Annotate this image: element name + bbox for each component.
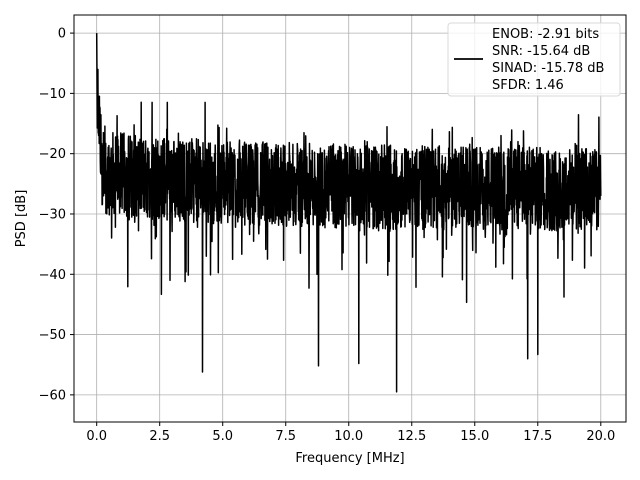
axes-frame [73, 14, 627, 423]
y-axis-label: PSD [dB] [14, 190, 29, 248]
y-tick-label: −40 [39, 268, 66, 283]
x-tick-label: 0.0 [86, 429, 107, 444]
legend-sfdr: SFDR: 1.46 [492, 78, 564, 93]
y-tick-label: −20 [39, 147, 66, 162]
y-tick-label: 0 [58, 27, 66, 42]
legend-box [447, 22, 621, 97]
legend-sinad: SINAD: -15.78 dB [492, 61, 604, 76]
x-tick-label: 2.5 [149, 429, 170, 444]
legend-enob: ENOB: -2.91 bits [492, 27, 599, 42]
x-tick-label: 17.5 [523, 429, 552, 444]
axis-ticks: 0.0 2.5 5.0 7.5 10.0 12.5 15.0 17.5 20.0 0 −10 −20 −… [39, 27, 616, 444]
x-tick-label: 10.0 [334, 429, 363, 444]
y-tick-label: −10 [39, 87, 66, 102]
x-tick-label: 7.5 [275, 429, 296, 444]
x-tick-label: 5.0 [212, 429, 233, 444]
psd-series-line [95, 33, 602, 393]
plot-area [95, 33, 602, 393]
y-tick-label: −30 [39, 207, 66, 222]
y-tick-label: −50 [39, 328, 66, 343]
legend: ENOB: -2.91 bits SNR: -15.64 dB SINAD: -… [447, 22, 621, 97]
x-tick-label: 12.5 [397, 429, 426, 444]
legend-snr: SNR: -15.64 dB [492, 44, 590, 59]
x-axis-label: Frequency [MHz] [295, 451, 404, 466]
y-tick-label: −60 [39, 388, 66, 403]
x-tick-label: 15.0 [460, 429, 489, 444]
x-tick-label: 20.0 [586, 429, 615, 444]
